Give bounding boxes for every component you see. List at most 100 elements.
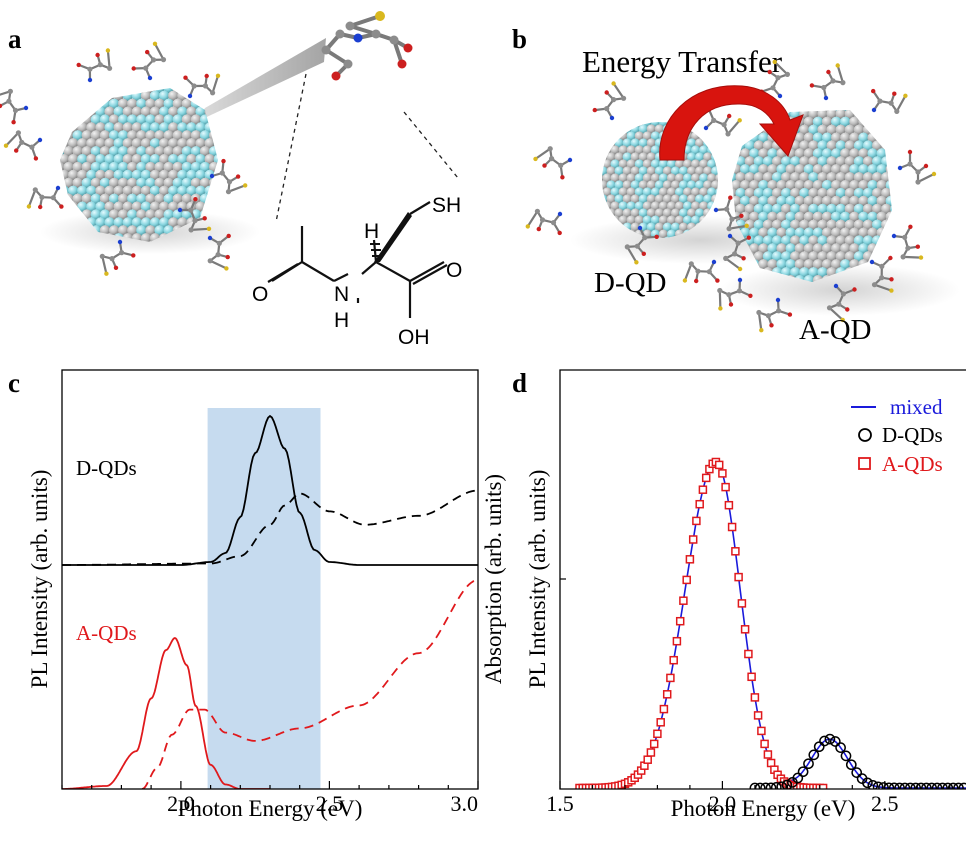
atom xyxy=(831,110,842,112)
atom xyxy=(113,185,124,196)
atom xyxy=(803,259,815,270)
chart-d-point-a-qds xyxy=(685,555,695,564)
ligand-atom xyxy=(775,297,781,303)
atom xyxy=(646,180,656,190)
atom xyxy=(81,130,93,141)
atom xyxy=(610,173,620,183)
atom xyxy=(195,106,206,117)
atom xyxy=(821,195,833,207)
atom xyxy=(799,140,810,151)
atom xyxy=(790,203,801,215)
atom xyxy=(691,145,701,155)
atom xyxy=(812,195,824,207)
atom xyxy=(60,130,65,141)
chart-d-point-a-qds xyxy=(714,460,724,470)
atom xyxy=(826,235,837,246)
atom xyxy=(81,177,93,189)
ligand-atom xyxy=(852,287,857,292)
atom xyxy=(145,225,156,236)
atom xyxy=(68,201,79,212)
atom xyxy=(218,83,228,93)
atom xyxy=(186,185,197,196)
atom xyxy=(218,146,228,156)
atom xyxy=(81,98,93,110)
atom xyxy=(177,169,188,181)
atom xyxy=(642,187,652,197)
atom xyxy=(610,159,620,169)
atom xyxy=(626,131,636,141)
atom xyxy=(634,131,644,141)
atom xyxy=(831,243,842,254)
atom xyxy=(626,173,636,183)
atom xyxy=(821,243,833,254)
atom xyxy=(626,215,636,225)
atom xyxy=(799,203,810,215)
atom-label-oh: OH xyxy=(398,326,430,349)
atom xyxy=(610,201,620,211)
atom xyxy=(853,172,865,183)
atom xyxy=(131,185,143,196)
ligand-atom xyxy=(836,301,842,307)
ligand-atom xyxy=(879,263,885,269)
atom xyxy=(790,156,801,167)
atom xyxy=(154,177,165,189)
ligand-atom xyxy=(7,88,13,94)
atom xyxy=(650,187,661,197)
atom xyxy=(149,169,161,181)
atom xyxy=(858,164,869,175)
atom xyxy=(821,116,833,128)
atom xyxy=(72,161,83,173)
atom xyxy=(876,211,887,222)
atom xyxy=(606,180,616,190)
atom xyxy=(108,114,120,125)
donor-qd-label: D-QD xyxy=(594,267,667,299)
atom xyxy=(885,148,892,159)
ligand-atom xyxy=(739,213,744,218)
atom xyxy=(590,152,599,161)
atom xyxy=(63,193,74,204)
atom xyxy=(771,251,783,262)
ligand-atom xyxy=(152,41,158,46)
atom xyxy=(812,116,824,128)
atom xyxy=(610,187,620,197)
atom xyxy=(808,172,819,183)
atom xyxy=(95,154,106,165)
atom xyxy=(840,243,851,254)
ligand-atom xyxy=(721,122,727,128)
atom xyxy=(658,187,669,197)
atom xyxy=(606,124,616,134)
chart-d-point-d-qds xyxy=(867,780,879,789)
atom xyxy=(118,146,129,157)
atom xyxy=(136,177,147,189)
atom xyxy=(618,201,628,211)
atom xyxy=(794,195,805,207)
atom xyxy=(732,267,737,278)
atom xyxy=(90,98,102,110)
atom xyxy=(840,227,851,238)
atom xyxy=(831,164,842,175)
ligand-atom xyxy=(826,305,833,311)
atom xyxy=(149,138,161,149)
model-atom xyxy=(375,11,385,21)
atom xyxy=(670,194,681,204)
atom xyxy=(817,172,828,183)
atom xyxy=(113,201,124,212)
atom xyxy=(136,130,147,141)
atom xyxy=(122,138,133,149)
atom xyxy=(168,169,179,181)
atom xyxy=(767,211,778,222)
atom xyxy=(678,194,689,204)
atom xyxy=(610,131,620,141)
atom xyxy=(622,166,632,176)
ligand-atom xyxy=(188,207,194,213)
chart-d-point-d-qds xyxy=(819,735,830,747)
atom xyxy=(590,180,599,189)
chart-c-series-a-qds-abs xyxy=(141,579,478,789)
atom xyxy=(177,138,188,149)
atom xyxy=(803,227,815,238)
ligand-atom xyxy=(193,197,198,202)
atom xyxy=(881,235,892,246)
atom xyxy=(181,177,193,189)
atom xyxy=(168,106,179,117)
atom xyxy=(703,152,713,162)
